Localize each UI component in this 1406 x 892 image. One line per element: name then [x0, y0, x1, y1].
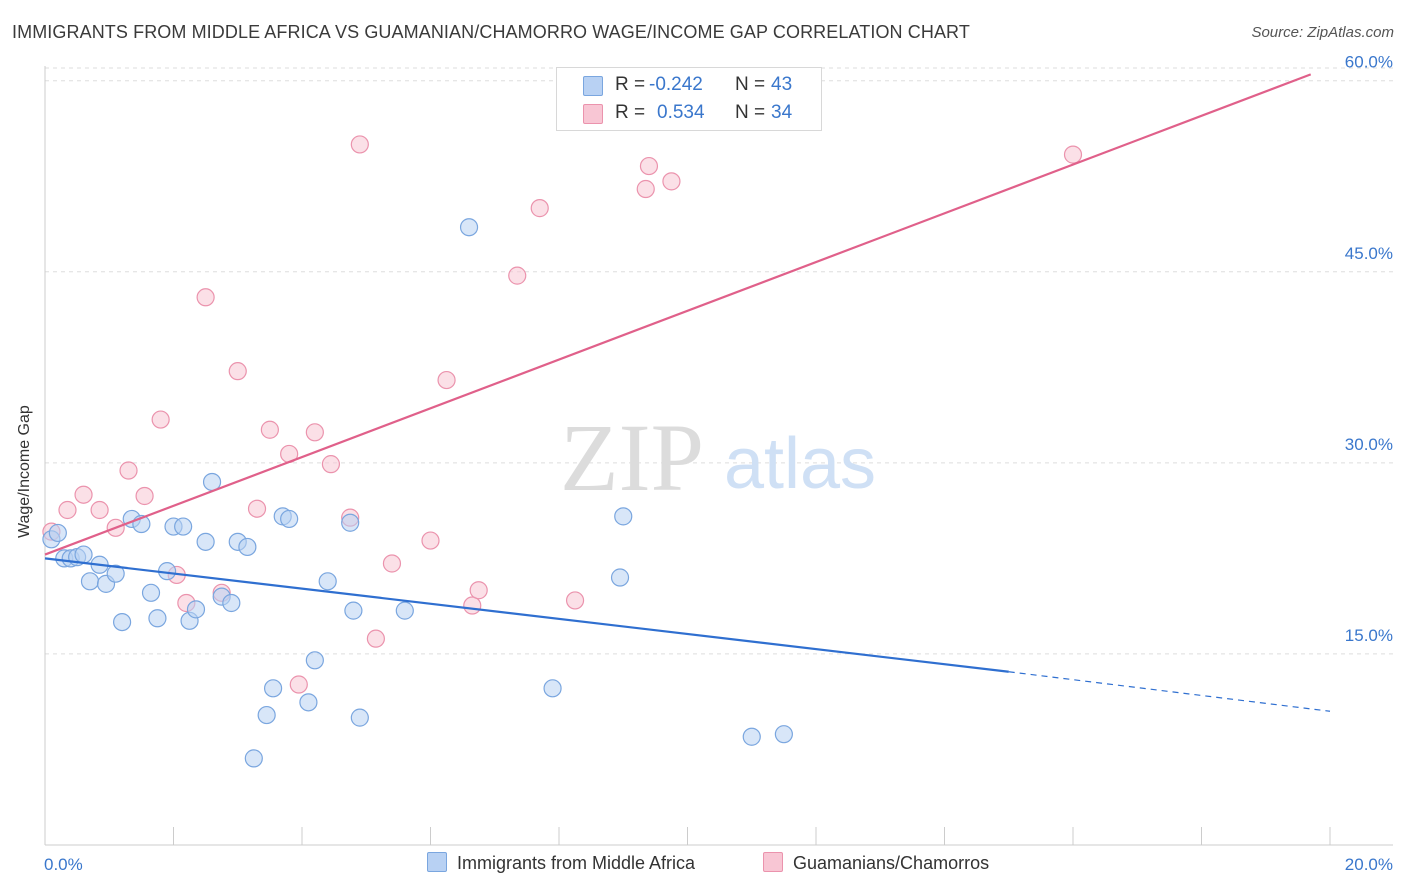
stats-box: R = -0.242 N = 43 R = 0.534 N = 34: [556, 67, 822, 131]
blue-point: [48, 523, 67, 543]
watermark-atlas: atlas: [724, 424, 876, 504]
pink-point: [437, 370, 456, 390]
pink-point: [508, 266, 527, 285]
pink-point: [350, 135, 369, 154]
pink-point: [119, 461, 138, 480]
blue-point: [74, 545, 93, 564]
blue-trend-line: [44, 557, 1009, 673]
blue-point: [459, 218, 479, 237]
watermark-zip: ZIP: [560, 404, 704, 511]
blue-trend-extension: [1008, 671, 1331, 712]
blue-point: [141, 583, 161, 602]
blue-point: [395, 601, 414, 620]
blue-point: [186, 600, 206, 619]
pink-point: [382, 554, 402, 573]
y-tick-label: 60.0%: [1345, 53, 1393, 72]
pink-point: [247, 499, 267, 518]
blue-point: [280, 509, 299, 529]
blue-point: [341, 513, 360, 532]
blue-point: [148, 609, 167, 628]
blue-point: [257, 705, 276, 725]
blue-point: [299, 693, 318, 712]
pink-point: [228, 362, 247, 381]
blue-series-points: [42, 218, 793, 768]
stats-row-blue: R = -0.242 N = 43: [557, 72, 821, 100]
x-axis-ticks: [44, 827, 1331, 845]
blue-point: [112, 612, 132, 632]
pink-trend-line: [44, 73, 1312, 556]
pink-point: [321, 455, 341, 474]
blue-point: [244, 749, 263, 768]
pink-n-value: 34: [771, 102, 793, 123]
n-label: N =: [735, 102, 766, 123]
grid-lines: [45, 67, 1393, 655]
pink-point: [636, 179, 655, 199]
blue-n-value: 43: [771, 74, 793, 95]
legend-pink-label: Guamanians/Chamorros: [793, 853, 990, 873]
x-tick-label-min: 0.0%: [44, 855, 83, 874]
pink-point: [421, 531, 440, 550]
blue-point: [174, 517, 193, 536]
blue-point: [106, 564, 125, 583]
pink-point: [135, 486, 154, 506]
r-label: R =: [615, 74, 646, 95]
blue-point: [344, 601, 363, 620]
y-tick-label: 15.0%: [1345, 626, 1393, 645]
blue-point: [222, 593, 241, 613]
trend-lines: [44, 73, 1331, 712]
blue-r-value: -0.242: [649, 74, 703, 95]
blue-swatch: [583, 76, 603, 96]
pink-point: [662, 172, 681, 191]
r-label: R =: [615, 102, 646, 123]
watermark: ZIP atlas: [560, 404, 876, 511]
pink-point: [639, 156, 659, 176]
legend-pink-swatch: [763, 852, 783, 872]
axes: [44, 66, 1393, 846]
pink-r-value: 0.534: [657, 102, 705, 123]
pink-point: [305, 423, 324, 442]
blue-point: [305, 651, 324, 670]
y-tick-label: 45.0%: [1345, 244, 1393, 263]
y-tick-label: 30.0%: [1345, 435, 1393, 454]
blue-point: [742, 727, 761, 746]
legend-blue-label: Immigrants from Middle Africa: [457, 853, 696, 873]
blue-point: [238, 537, 257, 557]
blue-point: [610, 568, 630, 587]
x-tick-label-max: 20.0%: [1345, 855, 1393, 874]
stats-row-pink: R = 0.534 N = 34: [557, 100, 821, 128]
blue-point: [350, 708, 369, 727]
pink-point: [469, 581, 488, 600]
pink-point: [1063, 145, 1083, 164]
pink-swatch: [583, 104, 603, 124]
blue-point: [80, 572, 100, 591]
pink-point: [151, 410, 170, 429]
pink-point: [196, 288, 215, 307]
source-note: Source: ZipAtlas.com: [1251, 24, 1394, 41]
blue-point: [196, 532, 215, 551]
pink-point: [366, 629, 385, 648]
pink-point: [463, 596, 482, 615]
pink-point: [565, 591, 585, 610]
blue-point: [318, 572, 337, 591]
blue-point: [614, 507, 633, 526]
pink-point: [260, 420, 279, 439]
pink-point: [58, 500, 77, 520]
legend-blue-swatch: [427, 852, 447, 872]
pink-point: [90, 500, 109, 520]
chart-title: IMMIGRANTS FROM MIDDLE AFRICA VS GUAMANI…: [12, 22, 970, 42]
blue-point: [263, 679, 283, 698]
legend-item-pink: Guamanians/Chamorros: [763, 852, 989, 874]
blue-point: [774, 725, 793, 744]
y-axis-tick-labels: 15.0% 30.0% 45.0% 60.0%: [1345, 53, 1393, 645]
legend-item-blue: Immigrants from Middle Africa: [427, 852, 695, 874]
blue-point: [543, 679, 562, 698]
pink-point: [530, 199, 549, 218]
pink-point: [289, 675, 308, 694]
pink-point: [74, 485, 93, 504]
n-label: N =: [735, 74, 766, 95]
